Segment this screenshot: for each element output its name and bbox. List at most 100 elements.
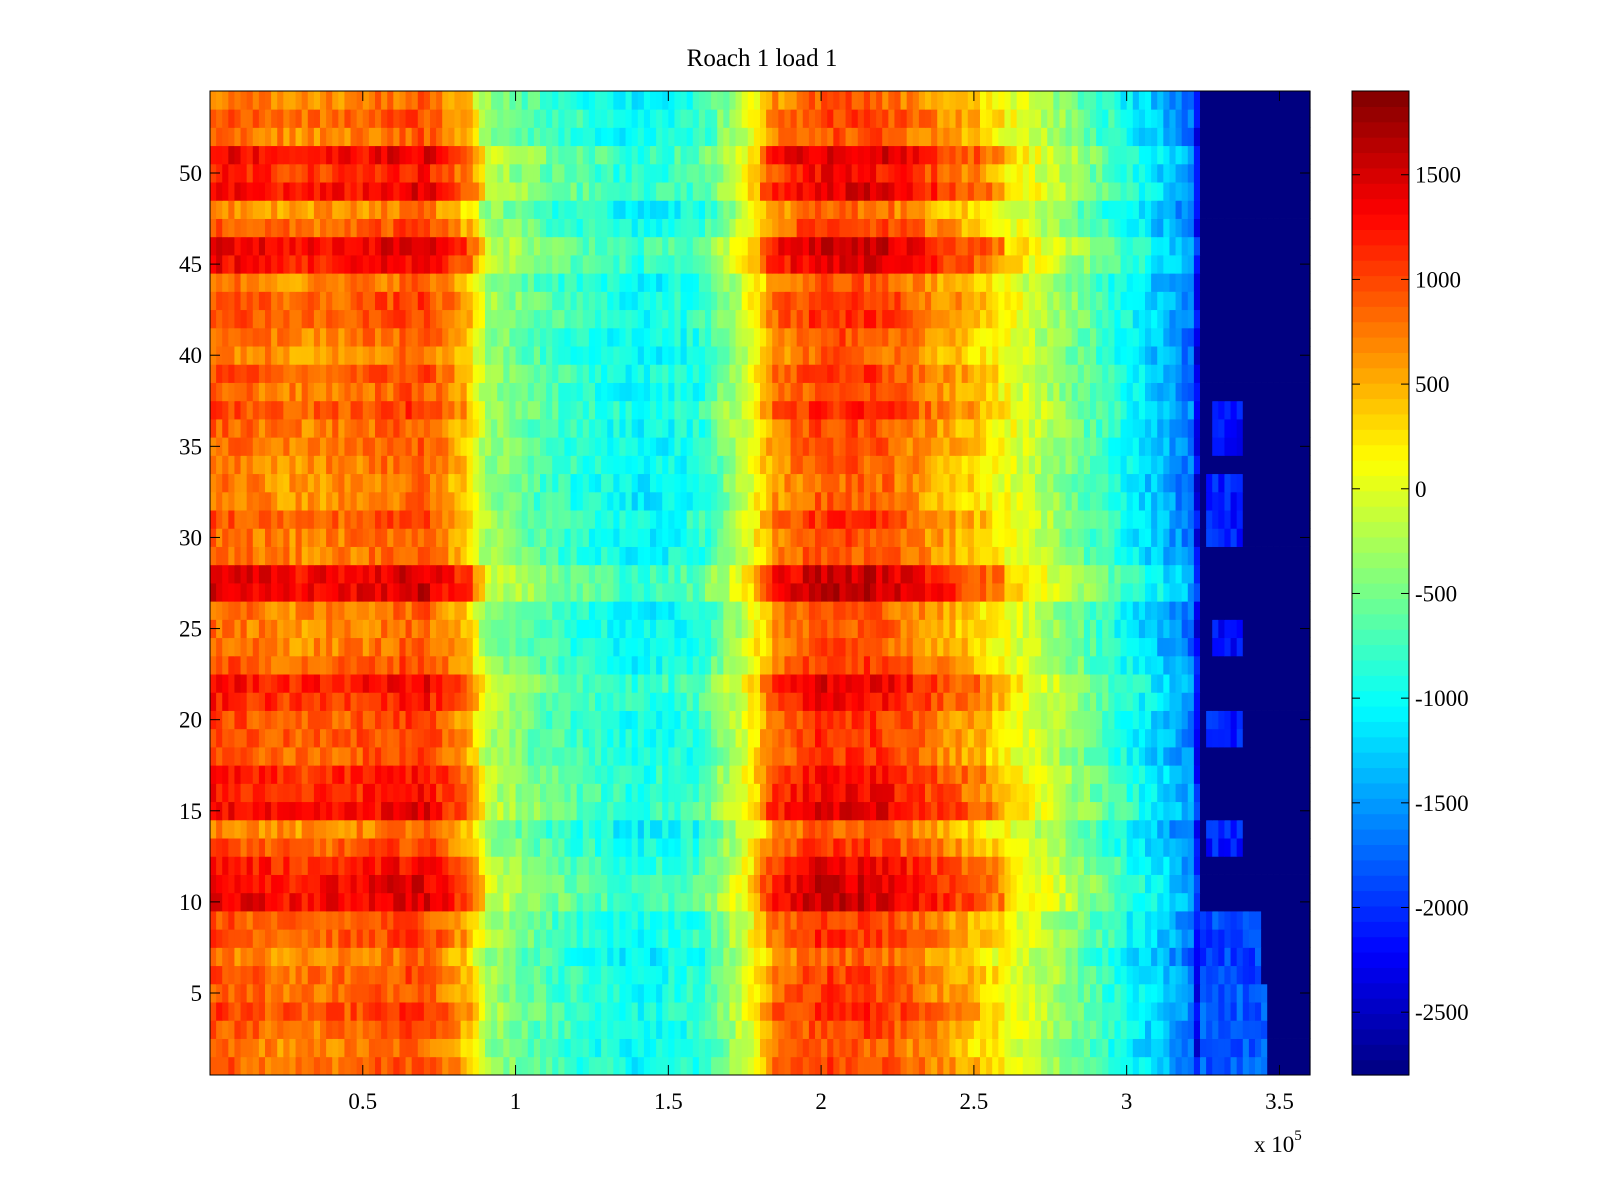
heatmap-cell xyxy=(613,564,621,584)
heatmap-cell xyxy=(448,892,456,912)
heatmap-cell xyxy=(1053,637,1061,657)
heatmap-cell xyxy=(552,965,559,985)
heatmap-cell xyxy=(503,965,511,985)
heatmap-cell xyxy=(1145,655,1152,675)
heatmap-cell xyxy=(1187,619,1195,639)
heatmap-cell xyxy=(283,655,291,675)
heatmap-cell xyxy=(790,765,798,784)
heatmap-cell xyxy=(295,965,303,985)
heatmap-cell xyxy=(381,911,388,930)
heatmap-cell xyxy=(1169,819,1177,839)
heatmap-cell xyxy=(674,601,682,620)
heatmap-cell xyxy=(387,1020,394,1039)
heatmap-cell xyxy=(1261,765,1268,784)
heatmap-cell xyxy=(405,874,413,894)
heatmap-cell xyxy=(631,911,639,930)
heatmap-cell xyxy=(1236,929,1244,948)
heatmap-cell xyxy=(760,674,767,693)
heatmap-cell xyxy=(839,874,847,894)
heatmap-cell xyxy=(943,965,951,985)
heatmap-cell xyxy=(784,655,792,675)
heatmap-cell xyxy=(546,1056,553,1076)
heatmap-cell xyxy=(925,947,932,967)
heatmap-cell xyxy=(845,1020,853,1039)
heatmap-cell xyxy=(845,747,853,766)
heatmap-cell xyxy=(1291,838,1299,857)
heatmap-cell xyxy=(289,1020,297,1039)
heatmap-cell xyxy=(839,601,847,620)
heatmap-cell xyxy=(448,819,456,839)
heatmap-cell xyxy=(1022,619,1030,639)
heatmap-cell xyxy=(240,655,248,675)
heatmap-cell xyxy=(784,1002,792,1021)
heatmap-cell xyxy=(283,619,291,639)
heatmap-cell xyxy=(815,929,822,948)
heatmap-cell xyxy=(1157,655,1164,675)
heatmap-cell xyxy=(271,965,278,985)
heatmap-cell xyxy=(485,838,492,857)
heatmap-cell xyxy=(802,983,810,1003)
heatmap-cell xyxy=(1187,1020,1195,1039)
heatmap-cell xyxy=(491,874,498,894)
heatmap-cell xyxy=(417,692,425,711)
heatmap-cell xyxy=(1169,911,1177,930)
heatmap-cell xyxy=(564,947,572,967)
heatmap-cell xyxy=(894,564,902,584)
heatmap-cell xyxy=(778,819,786,839)
heatmap-cell xyxy=(839,710,847,730)
heatmap-cell xyxy=(619,1056,627,1076)
heatmap-cell xyxy=(1255,728,1262,748)
heatmap-cell xyxy=(1163,710,1171,730)
heatmap-cell xyxy=(601,983,608,1003)
heatmap-cell xyxy=(808,619,816,639)
heatmap-cell xyxy=(998,601,1006,620)
heatmap-cell xyxy=(705,1056,712,1076)
heatmap-cell xyxy=(472,619,480,639)
heatmap-cell xyxy=(503,1002,511,1021)
heatmap-cell xyxy=(815,674,822,693)
heatmap-cell xyxy=(344,637,352,657)
heatmap-cell xyxy=(1175,674,1183,693)
heatmap-cell xyxy=(546,929,553,948)
heatmap-cell xyxy=(833,1020,841,1039)
heatmap-cell xyxy=(711,1056,718,1076)
heatmap-cell xyxy=(998,801,1006,821)
heatmap-cell xyxy=(277,1056,284,1076)
heatmap-cell xyxy=(949,819,957,839)
heatmap-cell xyxy=(350,874,358,894)
heatmap-cell xyxy=(356,655,364,675)
heatmap-cell xyxy=(918,892,926,912)
heatmap-cell xyxy=(1163,601,1171,620)
heatmap-cell xyxy=(344,874,352,894)
heatmap-cell xyxy=(368,1038,376,1058)
heatmap-cell xyxy=(1267,637,1274,657)
heatmap-cell xyxy=(1151,583,1158,602)
heatmap-cell xyxy=(1224,911,1232,930)
heatmap-cell xyxy=(405,892,413,912)
heatmap-cell xyxy=(1126,874,1134,894)
heatmap-cell xyxy=(857,1020,865,1039)
heatmap-cell xyxy=(582,583,590,602)
heatmap-cell xyxy=(1090,819,1097,839)
heatmap-cell xyxy=(515,655,523,675)
heatmap-cell xyxy=(246,692,254,711)
heatmap-cell xyxy=(912,637,920,657)
heatmap-cell xyxy=(1145,1038,1152,1058)
heatmap-cell xyxy=(851,637,859,657)
heatmap-cell xyxy=(411,965,419,985)
heatmap-cell xyxy=(411,692,419,711)
heatmap-cell xyxy=(1108,947,1116,967)
heatmap-cell xyxy=(1077,1002,1085,1021)
heatmap-cell xyxy=(1291,983,1299,1003)
heatmap-cell xyxy=(747,838,755,857)
heatmap-cell xyxy=(1230,892,1238,912)
heatmap-cell xyxy=(503,583,511,602)
heatmap-cell xyxy=(252,728,260,748)
heatmap-cell xyxy=(613,692,621,711)
heatmap-cell xyxy=(381,1056,388,1076)
heatmap-cell xyxy=(350,583,358,602)
heatmap-cell xyxy=(705,692,712,711)
heatmap-cell xyxy=(1261,856,1268,875)
heatmap-cell xyxy=(912,765,920,784)
heatmap-cell xyxy=(393,838,401,857)
